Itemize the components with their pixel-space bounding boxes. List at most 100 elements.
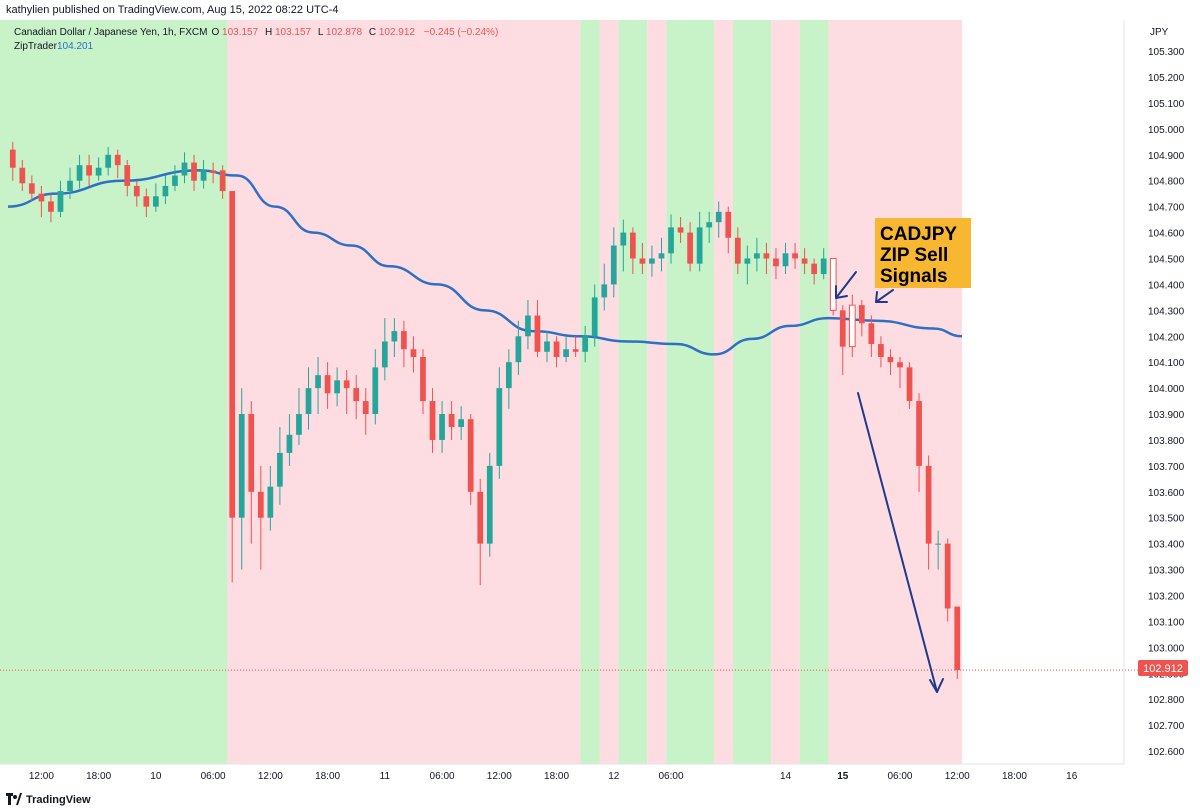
candle (362, 388, 369, 435)
candle (28, 175, 35, 202)
candle (630, 227, 636, 275)
candle-body (95, 167, 102, 176)
candle-body (229, 191, 236, 518)
time-tick-label: 06:00 (430, 771, 455, 782)
trend-arrow (857, 392, 944, 693)
candle-body (544, 341, 550, 352)
annotation-line1: CADJPY (880, 224, 957, 245)
time-tick-label: 10 (150, 771, 162, 782)
legend-change: −0.245 (−0.24%) (424, 27, 499, 38)
candle-body (515, 336, 522, 363)
candle (553, 336, 560, 368)
price-axis-unit: JPY (1150, 27, 1169, 38)
candle (534, 299, 541, 358)
time-tick-label: 18:00 (544, 771, 569, 782)
price-tick-label: 103.100 (1148, 617, 1185, 628)
candle (515, 320, 522, 376)
candle (19, 159, 26, 192)
candle-body (954, 606, 961, 671)
candle (639, 242, 646, 275)
candle-body (725, 211, 732, 238)
candle-body (572, 349, 579, 352)
time-tick-label: 12:00 (29, 771, 54, 782)
candle-body (649, 258, 655, 264)
candle-body (257, 491, 264, 518)
bg-region-green (666, 20, 714, 764)
candle-body (582, 336, 589, 352)
candle (696, 211, 703, 272)
candle (458, 406, 465, 440)
candle (162, 175, 169, 205)
price-chart[interactable]: JPY 105.300 105.200 105.100 105.000 104.900 10… (0, 20, 1200, 790)
candle-body (696, 227, 703, 264)
legend-open-value: 103.157 (222, 27, 259, 38)
candle-body (334, 380, 340, 394)
bg-region-red (227, 20, 581, 764)
candle (505, 349, 512, 409)
candle-body (286, 434, 293, 453)
candle (439, 401, 445, 453)
candle (563, 336, 569, 363)
candle (48, 193, 54, 223)
candle (935, 530, 942, 570)
candle-body (553, 341, 560, 358)
candle-body (925, 465, 932, 544)
candle-body (19, 167, 26, 184)
price-tick-label: 104.100 (1148, 358, 1185, 369)
candle (601, 263, 608, 311)
candle-body (706, 222, 713, 228)
candle-body (191, 162, 197, 181)
candle (324, 362, 331, 409)
candle-body (935, 543, 942, 545)
candle-body (944, 543, 951, 609)
candle (887, 349, 894, 376)
candle (67, 167, 73, 199)
candle (191, 154, 197, 192)
candle-body (916, 401, 922, 466)
price-tick-label: 104.700 (1148, 203, 1185, 214)
candle-body (887, 357, 894, 363)
candle (57, 180, 64, 218)
legend-low-label: L (318, 27, 324, 38)
candle-body (143, 196, 150, 207)
time-tick-label: 18:00 (315, 771, 340, 782)
candle (219, 165, 226, 199)
candle-body (210, 170, 216, 173)
candle-body (563, 349, 569, 358)
legend-high-value: 103.157 (275, 27, 312, 38)
candle (172, 165, 178, 192)
candle (677, 217, 684, 243)
price-tick-label: 105.000 (1148, 125, 1185, 136)
time-tick-label: 11 (380, 771, 391, 782)
candle-body (401, 331, 407, 350)
candle (353, 375, 360, 420)
price-tick-label: 103.600 (1148, 488, 1185, 499)
price-tick-label: 104.900 (1148, 151, 1185, 162)
last-price-badge: 102.912 (1138, 660, 1188, 676)
candle-body (448, 414, 455, 427)
candle-body (591, 297, 598, 337)
candle-body (9, 149, 16, 168)
candle-body (839, 310, 846, 347)
price-tick-label: 105.200 (1148, 73, 1185, 84)
candle-body (67, 180, 73, 192)
candle (448, 401, 455, 440)
candle-body (305, 388, 312, 415)
candle-body (315, 375, 321, 389)
annotation-box (875, 218, 971, 288)
legend-indicator-name: ZipTrader (14, 41, 58, 52)
candle-body (28, 183, 35, 194)
candle-body (763, 253, 770, 259)
candle-body (267, 486, 274, 518)
candle-body (668, 227, 674, 254)
time-tick-label: 16 (1066, 771, 1078, 782)
candle-body (439, 414, 445, 440)
candle-body (219, 170, 226, 192)
legend-close-label: C (369, 27, 376, 38)
candle (811, 258, 817, 285)
candle-body (391, 331, 398, 342)
candles (9, 141, 961, 679)
time-tick-label: 12:00 (487, 771, 512, 782)
legend-symbol: Canadian Dollar / Japanese Yen, 1h, FXCM (14, 27, 207, 38)
candle (229, 191, 236, 583)
